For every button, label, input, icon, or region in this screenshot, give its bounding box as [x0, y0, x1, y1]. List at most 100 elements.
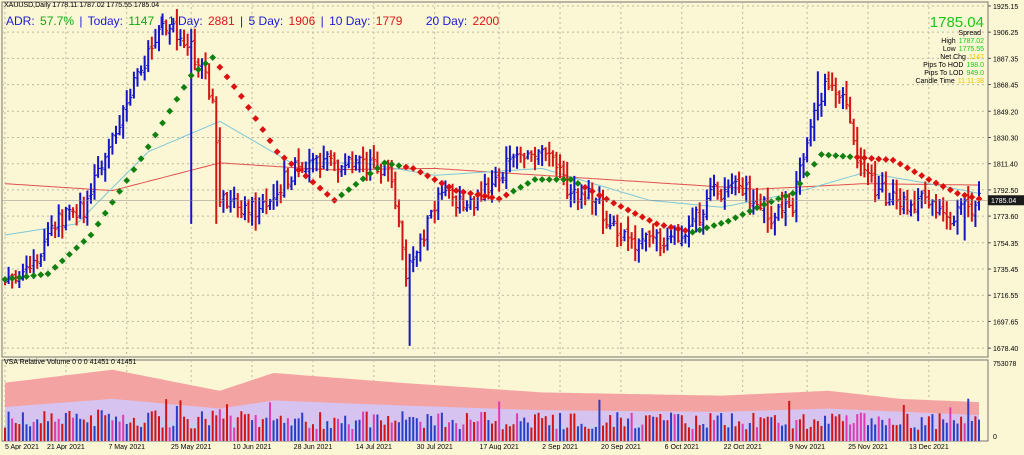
y-tick-label: 1868.45 [993, 83, 1018, 90]
trend-dot [553, 176, 560, 183]
trend-dot [23, 273, 30, 280]
trend-dot [202, 60, 209, 67]
trend-dot [409, 165, 417, 172]
day5-value: 1906 [288, 14, 316, 28]
trend-dot [631, 210, 639, 217]
volume-indicator-title: VSA Relative Volume 0 0 0 41451 0 41451 [4, 359, 137, 366]
trend-dot [560, 176, 568, 183]
day5-label: 5 Day: [248, 14, 284, 28]
trend-dot [166, 107, 174, 115]
trend-dot [825, 151, 832, 159]
trend-dot [445, 183, 453, 191]
trend-dot [245, 103, 252, 111]
trend-dot [502, 191, 510, 199]
trend-dot [237, 92, 245, 100]
trend-dot [911, 168, 918, 176]
day10-value: 1779 [375, 14, 403, 28]
trend-dot [925, 176, 933, 183]
info-row-value: 1775.55 [958, 46, 984, 53]
x-tick-label: 10 Jun 2021 [233, 444, 272, 450]
x-tick-label: 2 Sep 2021 [542, 444, 578, 450]
trend-dot [818, 151, 825, 158]
info-row-value: 11:11:38 [957, 78, 984, 85]
symbol-title: XAUUSD,Daily 1778.11 1787.02 1775.55 178… [4, 2, 160, 9]
trend-dot [839, 152, 847, 160]
separator: | [79, 14, 83, 28]
x-tick-label: 22 Oct 2021 [724, 444, 762, 450]
info-row-value: 1147 [968, 54, 984, 61]
trend-dot [596, 191, 603, 199]
info-row-label: Spread [958, 30, 981, 37]
info-row-label: Low [942, 46, 956, 53]
trend-dot [438, 179, 446, 187]
info-row-label: Pips To HOD [923, 62, 964, 69]
trend-dot [724, 217, 732, 225]
trend-dot [359, 175, 367, 183]
trend-dot [302, 172, 310, 180]
x-tick-label: 5 Apr 2021 [5, 444, 39, 450]
trend-dot [395, 162, 403, 170]
trend-dot [567, 176, 575, 183]
trend-dot [932, 179, 940, 187]
trend-dot [889, 156, 897, 164]
info-row-label: Candle Time [915, 78, 955, 85]
trend-dot [374, 164, 381, 172]
trend-dot [775, 195, 782, 203]
x-tick-label: 25 Nov 2021 [848, 444, 888, 450]
price-info-panel: Spread High 1787.02 Low 1775.55 Net Chg 1147 Pi… [915, 30, 984, 86]
day20-value: 2200 [472, 14, 500, 28]
trend-dot [681, 227, 689, 234]
trend-dot [58, 257, 66, 265]
trend-dot [15, 274, 23, 281]
trend-dot [216, 63, 224, 71]
trend-dot [467, 189, 474, 197]
trend-dot [288, 160, 295, 168]
trend-dot [639, 213, 646, 221]
trend-dot [610, 199, 618, 207]
trend-dot [388, 160, 396, 168]
x-tick-label: 14 Jul 2021 [356, 444, 392, 450]
trend-dot [101, 209, 109, 217]
trend-dot [144, 143, 152, 151]
y-tick-label: 1849.20 [993, 109, 1018, 116]
trend-dot [782, 192, 790, 200]
y-tick-label: 1678.40 [993, 346, 1018, 353]
trend-dot [939, 183, 947, 190]
y-tick-label: 1887.35 [993, 56, 1018, 63]
trend-dot [381, 159, 388, 167]
trend-dot [481, 192, 489, 200]
volume-scale-bottom: 0 [993, 434, 997, 441]
info-row: Pips To HOD 198.0 [915, 62, 984, 70]
info-row: High 1787.02 [915, 38, 984, 46]
trend-dot [810, 160, 818, 168]
trend-dot [517, 183, 525, 191]
trend-dot [832, 152, 840, 160]
trend-dot [452, 187, 460, 194]
trend-dot [703, 224, 711, 232]
y-tick-label: 1697.65 [993, 319, 1018, 326]
trend-dot [760, 201, 768, 208]
trend-dot [495, 195, 503, 203]
trend-dot [223, 73, 231, 81]
trend-dot [968, 193, 976, 201]
trend-dot [416, 168, 424, 176]
trend-dot [896, 160, 904, 168]
y-tick-label: 1925.15 [993, 4, 1018, 11]
trend-dot [8, 275, 16, 282]
trend-dot [352, 180, 360, 188]
trend-dot [152, 131, 159, 139]
trend-dot [689, 228, 696, 236]
info-row: Spread [915, 30, 984, 38]
trend-dot [309, 178, 317, 186]
y-tick-label: 1735.45 [993, 267, 1018, 274]
trend-dot [918, 172, 926, 180]
trend-dot [667, 223, 675, 231]
separator: | [320, 14, 324, 28]
trend-dot [710, 222, 718, 229]
x-tick-label: 7 May 2021 [108, 444, 145, 450]
y-tick-label: 1830.30 [993, 135, 1018, 142]
trend-dot [875, 155, 883, 163]
trend-dot [366, 170, 374, 177]
